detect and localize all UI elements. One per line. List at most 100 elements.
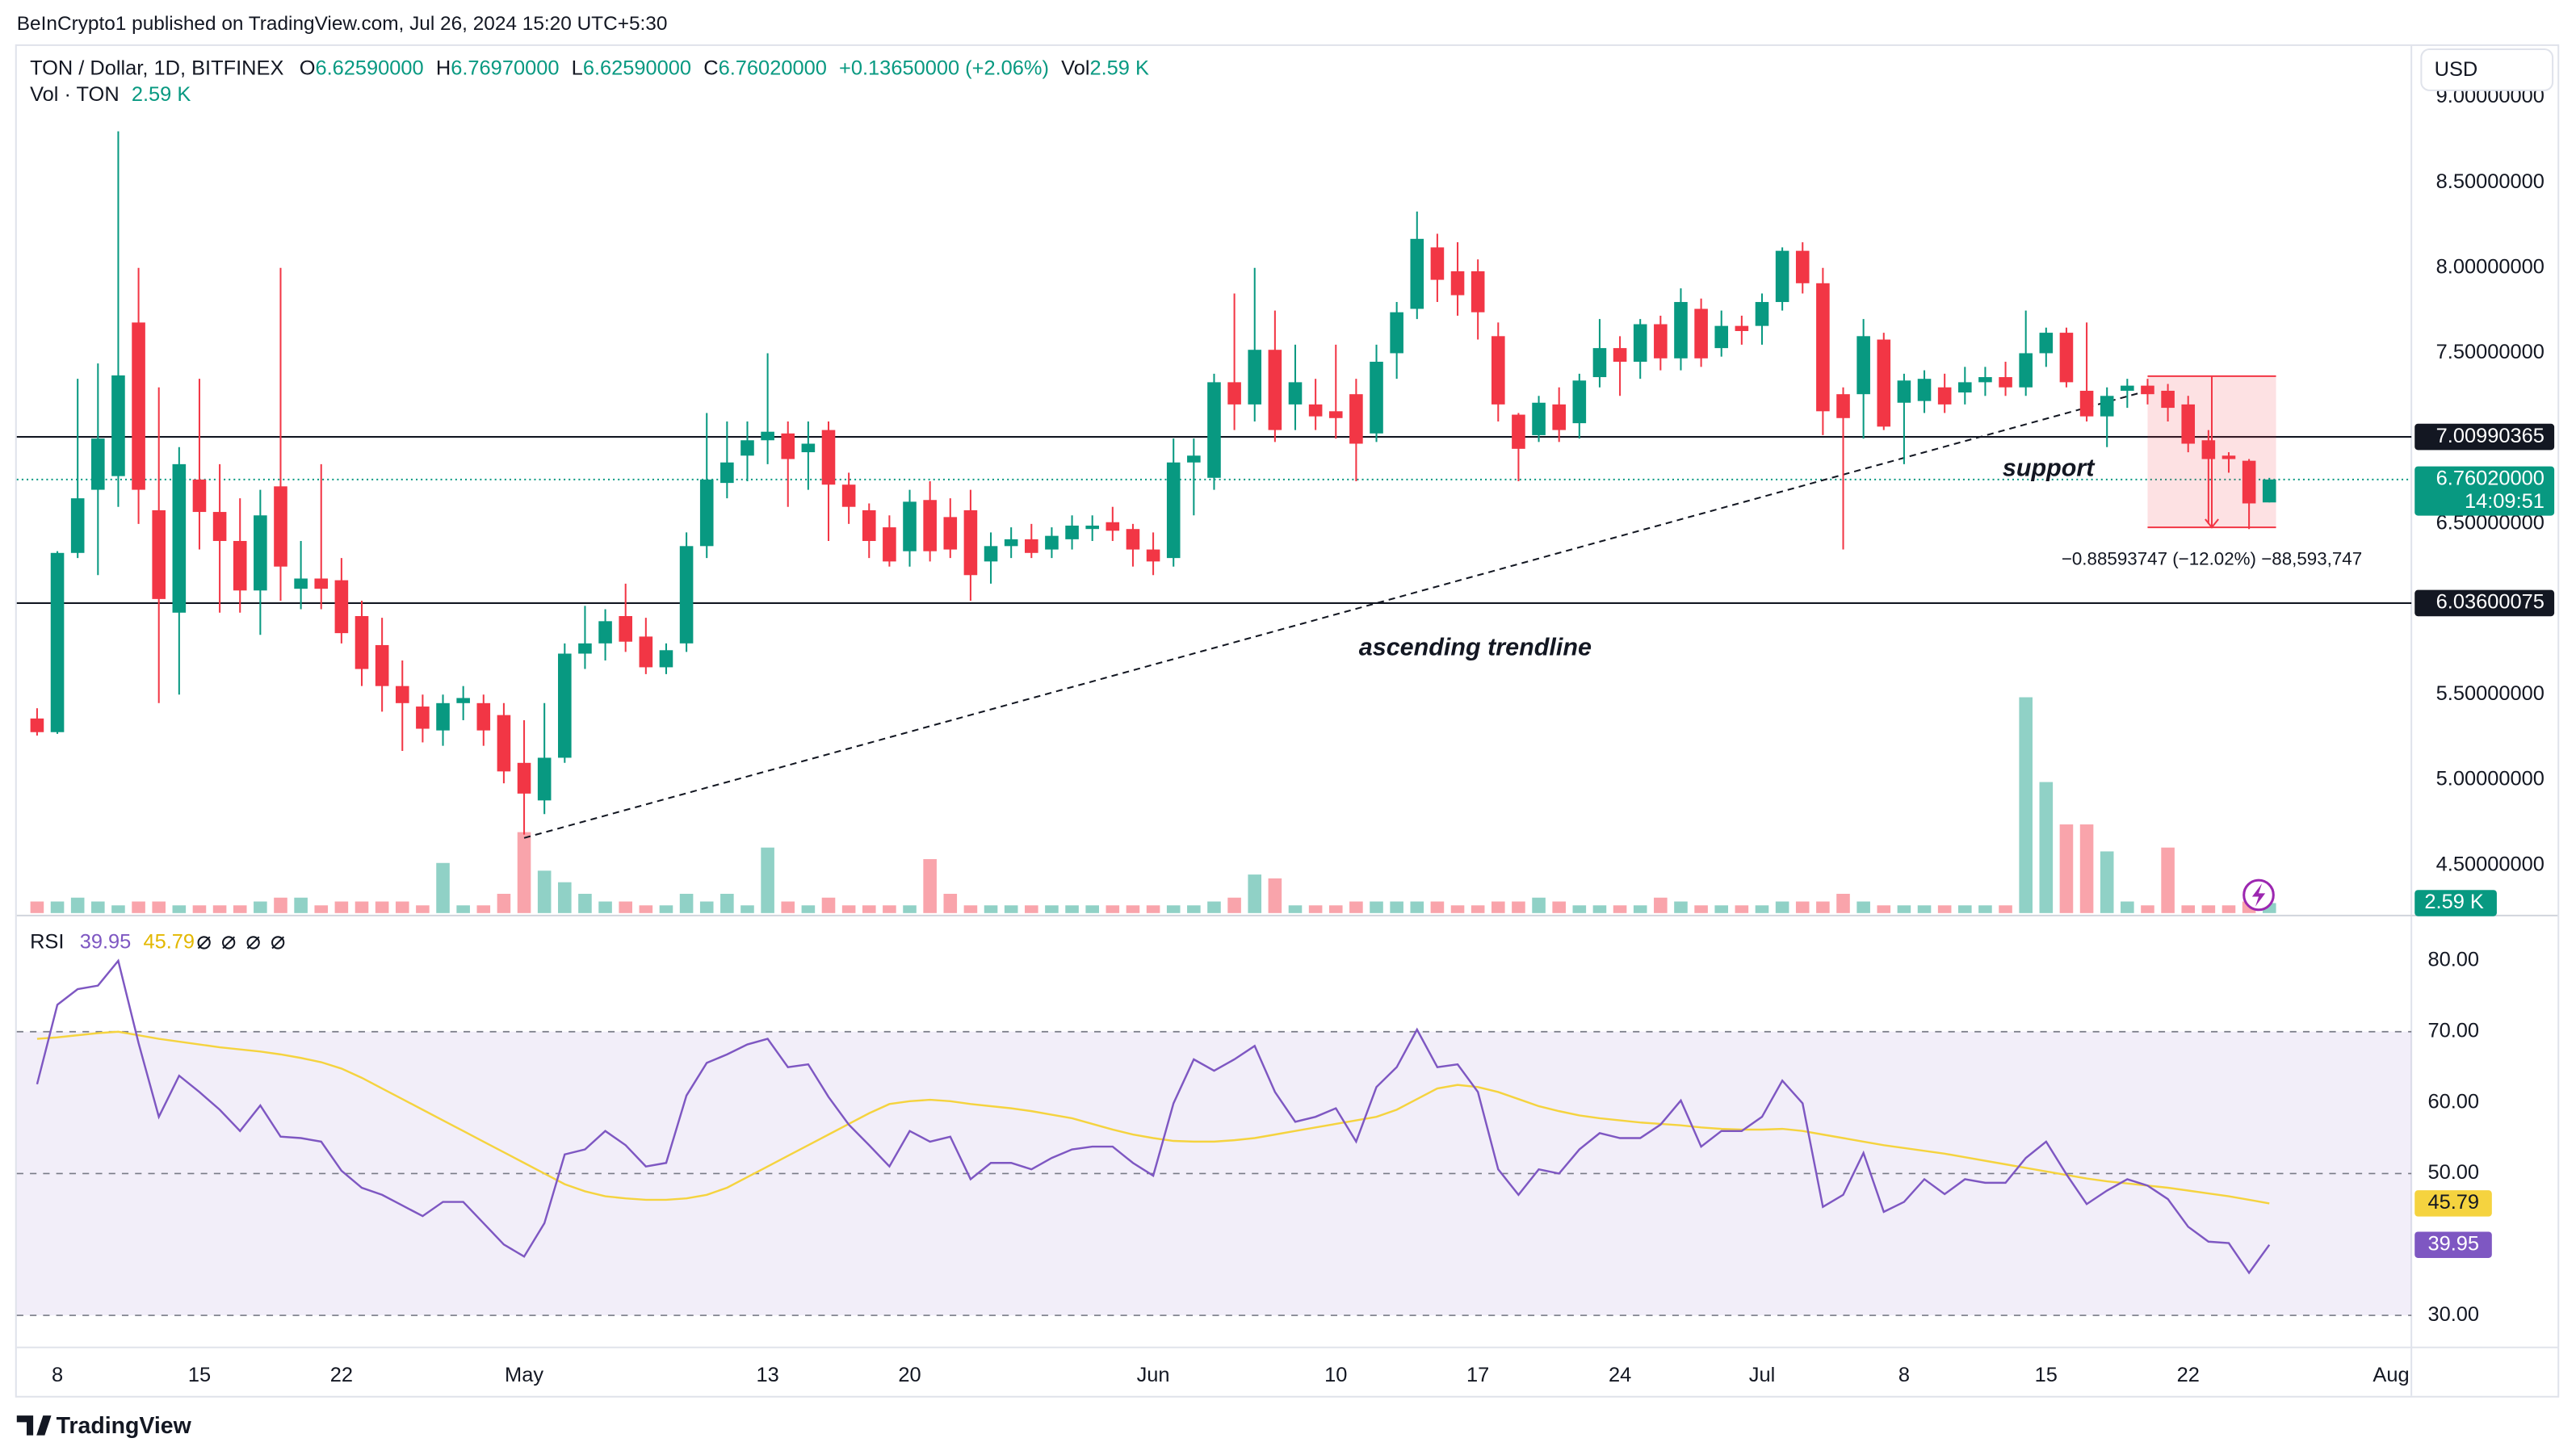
volume-bar [1714, 905, 1729, 913]
volume-bar [436, 862, 450, 913]
candle-body [172, 463, 187, 613]
volume-bar [314, 905, 329, 913]
candle-body [436, 702, 450, 731]
volume-bar [1958, 905, 1972, 913]
candle-body [395, 686, 409, 703]
candle-body [801, 443, 816, 453]
candle-body [1450, 270, 1465, 296]
currency-label[interactable]: USD [2435, 58, 2478, 81]
volume-bar [1065, 905, 1079, 913]
volume-bar [639, 905, 653, 913]
x-tick-label: 20 [898, 1364, 921, 1386]
y-tick-label: 4.50000000 [2436, 853, 2545, 875]
candle-body [1552, 404, 1566, 430]
volume-bar [1227, 897, 1241, 913]
price-level-label: 7.00990365 [2436, 425, 2545, 447]
volume-bar [1836, 893, 1850, 913]
volume-bar [1877, 905, 1891, 913]
price-level-tag [2414, 423, 2555, 451]
candle-body [1674, 302, 1688, 359]
open-value: 6.62590000 [315, 57, 423, 79]
candle-body [1775, 250, 1789, 303]
x-tick-label: Aug [2373, 1364, 2409, 1386]
candle-body [1532, 402, 1546, 435]
volume-bar [2181, 905, 2196, 913]
candle-body [1370, 362, 1383, 434]
candle-body [91, 438, 105, 490]
alert-icon[interactable] [2242, 878, 2275, 912]
volume-bar [1105, 905, 1120, 913]
volume-bar [2100, 851, 2114, 913]
volume-bar [761, 847, 774, 913]
candle-body [2221, 455, 2236, 459]
candle-body [1349, 394, 1363, 444]
volume-bar [294, 897, 308, 913]
candle-body [294, 578, 308, 589]
volume-bar [740, 905, 754, 913]
rsi-tick-label: 70.00 [2427, 1019, 2479, 1042]
candle-body [2141, 385, 2154, 395]
volume-bar [984, 905, 998, 913]
rsi-legend: RSI 39.95 45.79 [30, 930, 195, 953]
volume-bar [1126, 905, 1140, 913]
x-tick-label: 10 [1324, 1364, 1347, 1386]
candle-body [883, 527, 896, 562]
candle-body [1856, 336, 1870, 395]
candle-body [1714, 325, 1729, 349]
low-value: 6.62590000 [583, 57, 691, 79]
volume-bar [720, 893, 734, 913]
candle-body [1004, 539, 1018, 547]
candle-body [2019, 353, 2033, 388]
volume-bar [1308, 905, 1323, 913]
candle-body [497, 715, 511, 772]
candle-body [1897, 380, 1911, 403]
volume-bar [1978, 905, 1992, 913]
volume-bar [416, 905, 430, 913]
volume-bar [1025, 905, 1038, 913]
candle-body [192, 479, 207, 513]
candle-body [2181, 404, 2196, 444]
volume-bar [1795, 901, 1810, 913]
candle-body [720, 462, 734, 484]
candle-body [1613, 348, 1627, 363]
alert-bolt[interactable] [2251, 883, 2266, 907]
volume-bar [1349, 901, 1363, 913]
candle-body [1430, 247, 1445, 280]
volume-bar [152, 901, 166, 913]
high-label: H [436, 57, 451, 79]
candle-body [1816, 283, 1830, 412]
legend-line: TON / Dollar, 1D, BITFINEX O6.62590000 H… [30, 57, 1149, 79]
candle-body [375, 644, 389, 686]
candle-body [781, 433, 795, 459]
candle-body [619, 616, 632, 642]
rsi-legend-icons [197, 936, 285, 950]
volume-tag-label: 2.59 K [2424, 891, 2484, 913]
volume-bar [963, 905, 978, 913]
candle-body [1025, 539, 1038, 553]
volume-legend-value: 2.59 K [132, 83, 191, 106]
volume-bar [2039, 782, 2054, 913]
rsi-title: RSI [30, 930, 64, 953]
volume-bar [1654, 897, 1668, 913]
candle-body [1187, 455, 1201, 463]
logo-mark [16, 1415, 52, 1436]
logo-text: TradingView [57, 1413, 192, 1439]
candle-body [1633, 324, 1647, 363]
x-tick-label: 15 [2035, 1364, 2058, 1386]
volume-bar [1207, 901, 1221, 913]
volume-bar [781, 901, 795, 913]
candle-body [943, 517, 958, 550]
tradingview-logo: TradingView [16, 1413, 192, 1439]
y-tick-label: 8.50000000 [2436, 170, 2545, 193]
currency-button[interactable] [2420, 48, 2554, 91]
candle-body [2039, 333, 2054, 354]
volume-bar [1004, 905, 1018, 913]
volume-bar [254, 901, 267, 913]
x-tick-label: 8 [52, 1364, 63, 1386]
volume-bar [111, 905, 125, 913]
candle-body [355, 616, 369, 669]
x-tick-label: Jun [1137, 1364, 1170, 1386]
candle-body [416, 707, 430, 729]
volume-bar [1430, 901, 1445, 913]
volume-bar [2221, 905, 2236, 913]
